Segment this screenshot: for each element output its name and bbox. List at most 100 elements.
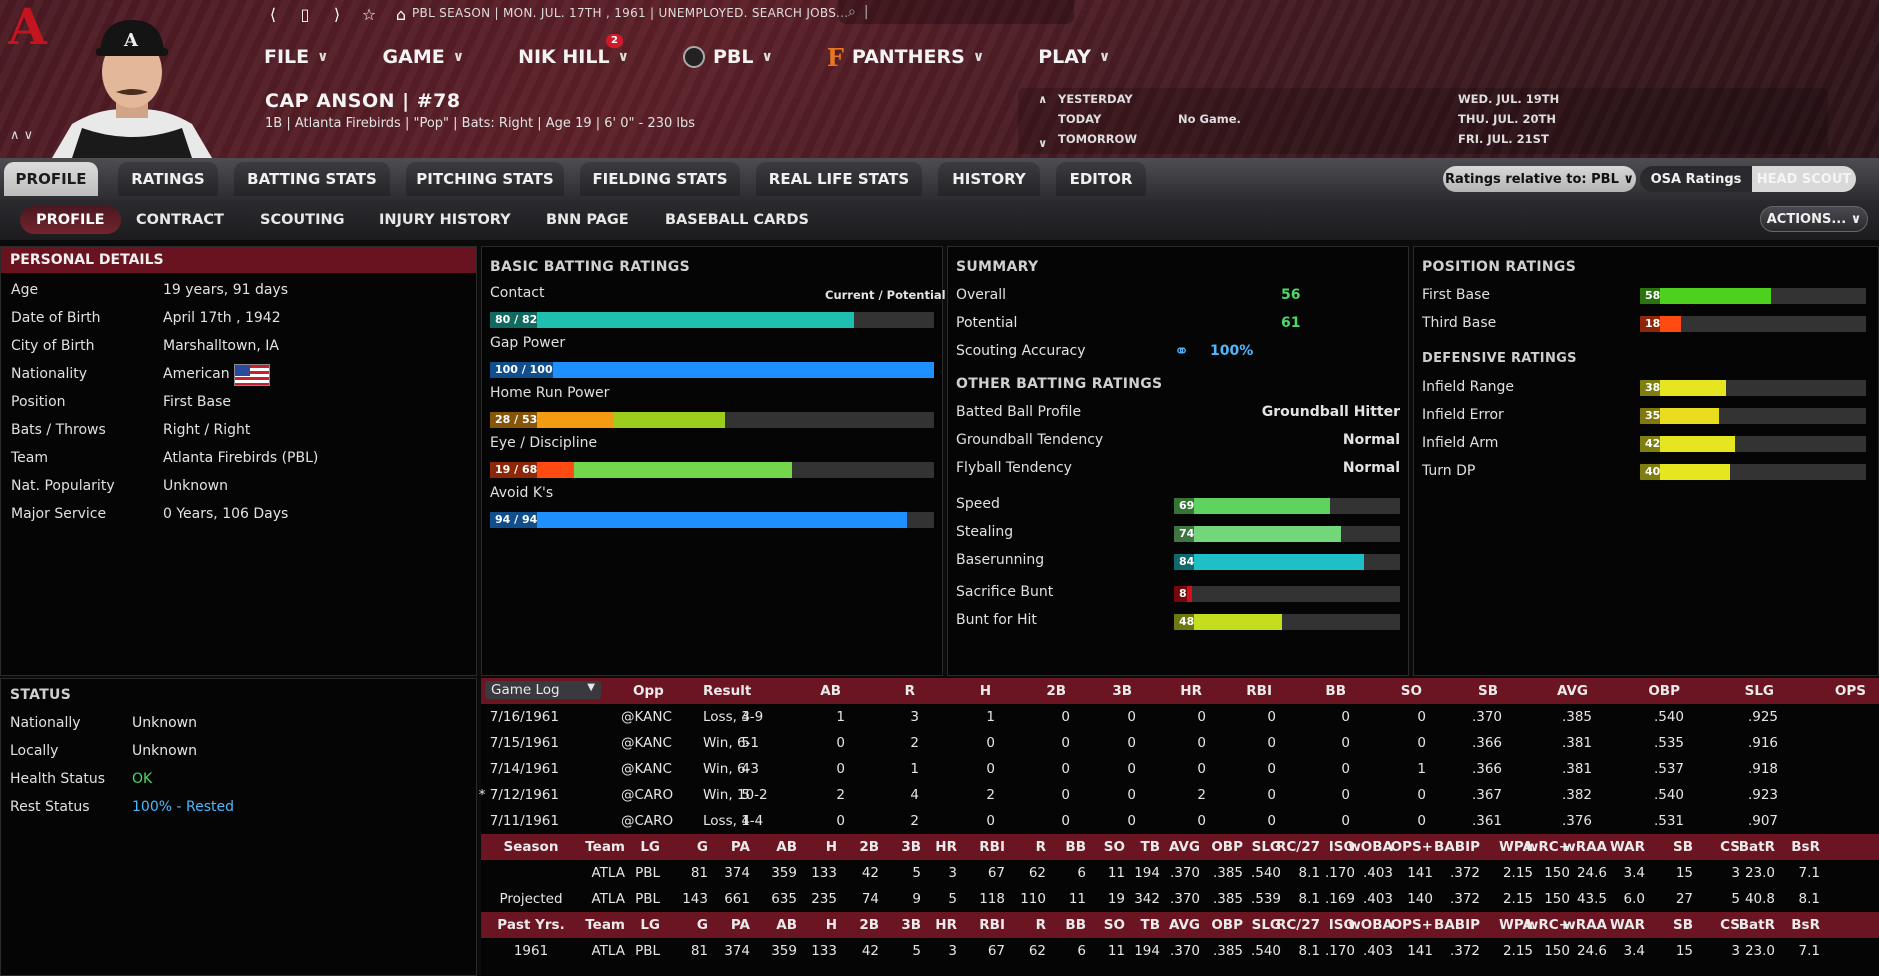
current-fill <box>1174 554 1364 570</box>
column-header: LG <box>640 839 660 855</box>
season-cell: 194 <box>1134 865 1160 881</box>
gamelog-row: 7/15/1961 @KANC Win, 6-1 5 0 2 0 0 0 0 0 0 0 .366 .381… <box>481 730 1879 756</box>
past-years-cell: .385 <box>1212 943 1243 959</box>
past-years-cell: .540 <box>1250 943 1281 959</box>
subtab-contract[interactable]: CONTRACT <box>136 212 224 228</box>
gamelog-cell: 0 <box>986 813 995 829</box>
subtab-scouting[interactable]: SCOUTING <box>260 212 345 228</box>
schedule-today-result: No Game. <box>1178 112 1241 126</box>
rating-value: 38 <box>1640 380 1661 396</box>
column-header: BB <box>1065 917 1086 933</box>
column-header: SO <box>1103 917 1125 933</box>
chevron-down-icon: ∨ <box>317 49 329 65</box>
star-icon[interactable]: ☆ <box>361 4 377 24</box>
column-header: SLG <box>1251 917 1281 933</box>
gamelog-cell: 0 <box>986 735 995 751</box>
subtab-profile[interactable]: PROFILE <box>20 206 121 234</box>
current-fill <box>1640 436 1735 452</box>
forward-icon[interactable]: ⟩ <box>333 4 341 24</box>
status-panel: STATUS Nationally Unknown Locally Unknown He… <box>0 678 477 976</box>
gamelog-cell: .916 <box>1747 735 1778 751</box>
page-icon[interactable]: ▯ <box>300 4 310 24</box>
tab-pitching-stats[interactable]: PITCHING STATS <box>406 162 564 196</box>
other-rating-label: Flyball Tendency <box>956 460 1072 476</box>
season-cell: 143 <box>682 891 708 907</box>
search-icon: ⌕ <box>848 4 856 20</box>
season-cell: .385 <box>1212 891 1243 907</box>
home-icon[interactable]: ⌂ <box>395 4 407 24</box>
season-cell: 2.15 <box>1502 891 1533 907</box>
defense-label: Turn DP <box>1422 463 1476 479</box>
team-logo-icon: A <box>7 0 48 52</box>
detail-value: April 17th , 1942 <box>163 310 281 326</box>
tab-editor[interactable]: EDITOR <box>1056 162 1146 196</box>
column-header: wOBA <box>1348 917 1393 933</box>
past-years-cell: ATLA <box>591 943 626 959</box>
detail-label: Bats / Throws <box>11 422 106 438</box>
gamelog-cell: @KANC <box>621 761 672 777</box>
skill-label: Baserunning <box>956 552 1045 568</box>
season-cell: .385 <box>1212 865 1243 881</box>
season-header: Season Team LG G PA AB H 2B 3B HR RBI R BB SO TB AVG OBP… <box>481 834 1879 860</box>
search-input[interactable]: ⌕ | <box>838 0 1074 24</box>
menu-play[interactable]: PLAY ∨ <box>1038 46 1111 68</box>
season-cell: 74 <box>861 891 879 907</box>
player-nav-arrows[interactable]: ∧ ∨ <box>10 128 34 143</box>
chevron-up-icon[interactable]: ∧ <box>1038 92 1048 106</box>
tab-batting-stats[interactable]: BATTING STATS <box>234 162 390 196</box>
column-header: RBI <box>979 917 1005 933</box>
gamelog-cell: 0 <box>1061 735 1070 751</box>
menu-team[interactable]: F PANTHERS ∨ <box>826 42 985 72</box>
gamelog-cell: 2 <box>1197 787 1206 803</box>
gamelog-cell: 5 <box>741 735 750 751</box>
gamelog-cell: @CARO <box>621 813 674 829</box>
gamelog-cell: 2 <box>836 787 845 803</box>
status-value: 100% - Rested <box>132 799 234 815</box>
flag-canton <box>235 365 250 376</box>
gamelog-cell: 3 <box>910 709 919 725</box>
gamelog-cell: 0 <box>1267 787 1276 803</box>
tab-ratings[interactable]: RATINGS <box>118 162 218 196</box>
current-fill <box>1640 408 1720 424</box>
subtab-bnn-page[interactable]: BNN PAGE <box>546 212 629 228</box>
season-cell: .540 <box>1250 865 1281 881</box>
column-header: OBP <box>1648 683 1680 699</box>
past-years-cell: .170 <box>1324 943 1355 959</box>
menu-league[interactable]: PBL ∨ <box>682 46 773 68</box>
menu-game[interactable]: GAME ∨ <box>382 46 465 68</box>
gamelog-cell: .376 <box>1561 813 1592 829</box>
gamelog-selector[interactable]: Game Log ▼ <box>485 681 601 699</box>
chevron-down-icon[interactable]: ∨ <box>1038 136 1048 150</box>
subtab-injury-history[interactable]: INJURY HISTORY <box>379 212 511 228</box>
gamelog-row: 7/16/1961 @KANC Loss, 3-9 4 1 3 1 0 0 0 0 0 0 .370 .38… <box>481 704 1879 730</box>
column-header: 2B <box>859 917 879 933</box>
tab-profile[interactable]: PROFILE <box>4 162 98 196</box>
rating-value: 42 <box>1640 436 1661 452</box>
back-icon[interactable]: ⟨ <box>269 4 277 24</box>
gamelog-row: 7/11/1961 @CARO Loss, 1-4 4 0 2 0 0 0 0 0 0 0 .361 .37… <box>481 808 1879 834</box>
season-cell: 3 <box>1731 865 1740 881</box>
gamelog-cell: 0 <box>1197 735 1206 751</box>
position-label: First Base <box>1422 287 1491 303</box>
breadcrumb[interactable]: PBL SEASON | MON. JUL. 17TH , 1961 | UNE… <box>412 6 849 20</box>
tab-real-life-stats[interactable]: REAL LIFE STATS <box>756 162 922 196</box>
detail-value: 0 Years, 106 Days <box>163 506 289 522</box>
menu-manager[interactable]: NIK HILL 2 ∨ <box>518 34 629 68</box>
schedule-today: TODAY <box>1058 112 1102 126</box>
actions-dropdown[interactable]: ACTIONS... ∨ <box>1760 206 1868 232</box>
chevron-down-icon: ∨ <box>1850 211 1862 227</box>
column-header: RBI <box>1246 683 1272 699</box>
column-header: wRAA <box>1563 917 1607 933</box>
column-header: TB <box>1140 917 1161 933</box>
tab-history[interactable]: HISTORY <box>938 162 1040 196</box>
past-years-cell: 24.6 <box>1576 943 1607 959</box>
head-scout-toggle[interactable]: HEAD SCOUT <box>1752 166 1856 192</box>
rating-value: 35 <box>1640 408 1661 424</box>
menu-file[interactable]: FILE ∨ <box>264 46 329 68</box>
subtab-baseball-cards[interactable]: BASEBALL CARDS <box>665 212 809 228</box>
gamelog-cell: 0 <box>1061 813 1070 829</box>
osa-ratings-toggle[interactable]: OSA Ratings <box>1640 166 1752 192</box>
tab-fielding-stats[interactable]: FIELDING STATS <box>580 162 740 196</box>
ratings-relative-dropdown[interactable]: Ratings relative to: PBL ∨ <box>1443 166 1636 192</box>
column-header: R <box>904 683 915 699</box>
